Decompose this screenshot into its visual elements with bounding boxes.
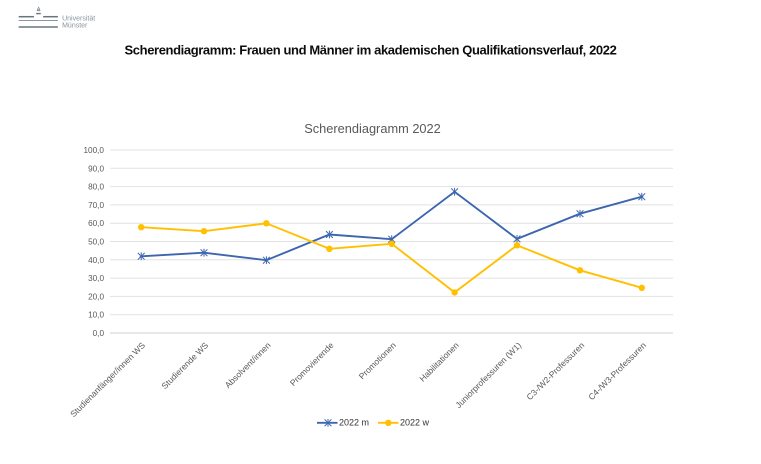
- svg-text:40,0: 40,0: [88, 256, 104, 265]
- svg-text:20,0: 20,0: [88, 292, 104, 301]
- svg-text:30,0: 30,0: [88, 274, 104, 283]
- svg-text:60,0: 60,0: [88, 219, 104, 228]
- svg-text:80,0: 80,0: [88, 183, 104, 192]
- svg-text:90,0: 90,0: [88, 164, 104, 173]
- svg-text:10,0: 10,0: [88, 311, 104, 320]
- svg-text:Scherendiagramm: Frauen und Mä: Scherendiagramm: Frauen und Männer im ak…: [125, 42, 617, 57]
- svg-text:50,0: 50,0: [88, 238, 104, 247]
- svg-text:Münster: Münster: [62, 23, 88, 30]
- svg-text:Universität: Universität: [62, 16, 95, 23]
- svg-text:70,0: 70,0: [88, 201, 104, 210]
- svg-text:100,0: 100,0: [84, 146, 105, 155]
- svg-text:2022 m: 2022 m: [339, 418, 369, 428]
- svg-text:Scherendiagramm 2022: Scherendiagramm 2022: [304, 121, 441, 136]
- svg-text:2022 w: 2022 w: [400, 418, 430, 428]
- svg-text:0,0: 0,0: [93, 329, 105, 338]
